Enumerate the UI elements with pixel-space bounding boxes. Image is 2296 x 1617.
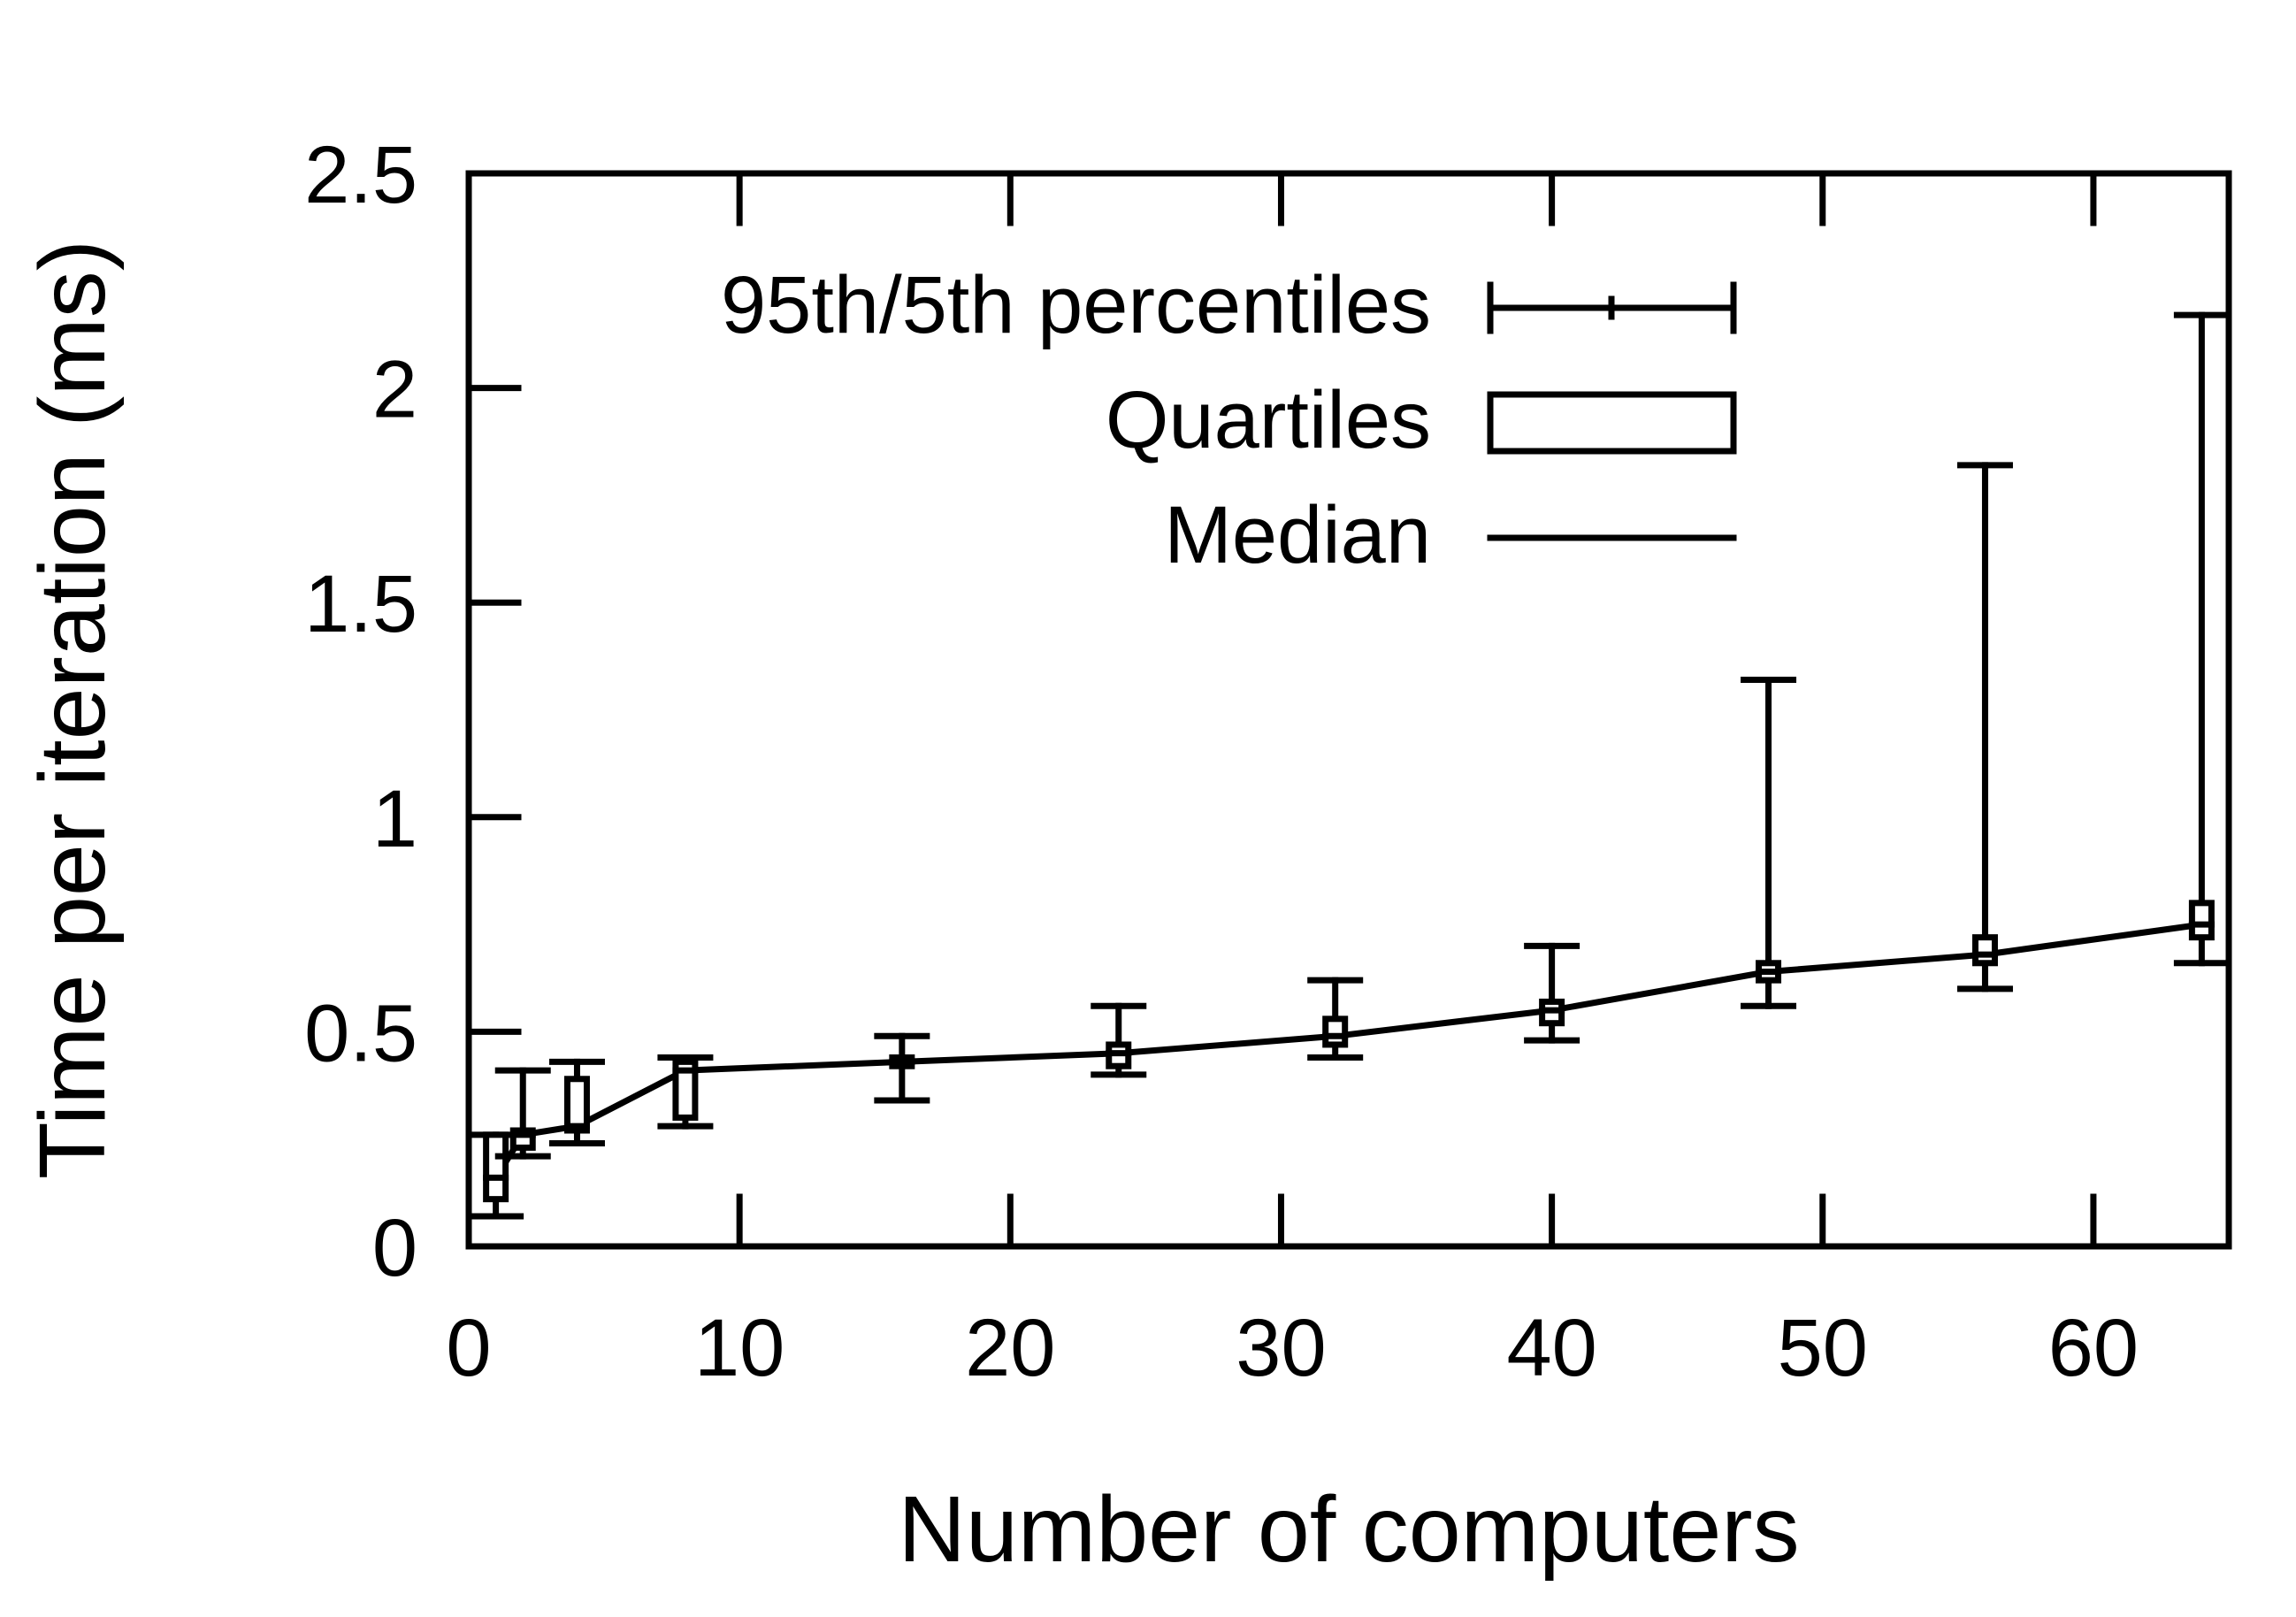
box-point [1956,462,2013,992]
box-point [874,1032,930,1104]
quartile-box [1322,1015,1349,1048]
box-point [657,1054,714,1130]
x-tick-label: 10 [694,1303,784,1393]
axis-ticks: 0 10 20 30 40 50 60 0 0.5 1 1.5 2 2.5 [304,130,2139,1393]
box-point [548,1058,605,1147]
quartile-box [483,1131,509,1203]
box-point [1091,1002,1147,1078]
y-axis-label: Time per iteration (ms) [20,240,125,1179]
legend-label-median: Median [1164,490,1431,580]
x-tick-label: 0 [446,1303,491,1393]
box-point [1741,677,1797,1009]
box-point [1307,977,1364,1061]
x-tick-label: 20 [965,1303,1055,1393]
box-point [494,1067,551,1160]
legend-label-whisker: 95th/5th percentiles [721,260,1431,350]
quartile-box [672,1058,699,1121]
y-tick-label: 0.5 [304,988,417,1078]
legend-key-whisker [1487,281,1737,334]
x-tick-label: 60 [2048,1303,2139,1393]
quartile-box [563,1076,590,1134]
legend-key-box [1487,391,1737,455]
box-point [468,1131,524,1220]
y-tick-label: 1 [372,774,417,864]
y-tick-label: 2 [372,345,417,435]
quartile-box [2188,900,2215,941]
x-tick-label: 30 [1236,1303,1326,1393]
y-tick-label: 0 [372,1203,417,1293]
x-tick-label: 40 [1506,1303,1596,1393]
x-axis-label: Number of computers [898,1477,1799,1582]
box-point [1524,942,1580,1044]
series [468,311,2230,1220]
box-point [2173,311,2230,967]
plot-frame [465,170,2232,1250]
legend-label-box: Quartiles [1106,375,1431,465]
quartile-box [1971,934,1998,967]
x-tick-label: 50 [1778,1303,1868,1393]
y-tick-label: 1.5 [304,559,417,649]
legend: 95th/5th percentiles Quartiles Median [721,260,1737,580]
median-line [491,921,2206,1183]
y-tick-label: 2.5 [304,130,417,220]
